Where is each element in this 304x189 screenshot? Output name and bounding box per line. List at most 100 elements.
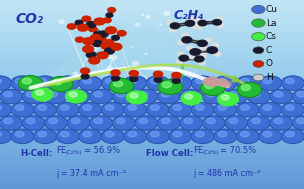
Circle shape [49, 77, 73, 92]
Circle shape [73, 72, 78, 75]
Circle shape [56, 129, 79, 143]
Circle shape [60, 105, 69, 110]
Circle shape [98, 36, 106, 41]
Circle shape [116, 91, 125, 97]
Circle shape [124, 129, 147, 143]
Circle shape [208, 81, 217, 87]
Circle shape [75, 37, 84, 42]
Circle shape [49, 118, 57, 124]
Circle shape [218, 78, 227, 84]
Circle shape [146, 76, 169, 90]
Circle shape [240, 105, 249, 110]
Circle shape [191, 129, 214, 143]
Text: = 56.9%: = 56.9% [84, 146, 120, 155]
Circle shape [79, 22, 81, 23]
Circle shape [107, 56, 112, 58]
Circle shape [78, 103, 102, 117]
Circle shape [236, 129, 259, 143]
Circle shape [202, 89, 225, 104]
Circle shape [92, 47, 98, 50]
Circle shape [128, 78, 137, 84]
Circle shape [197, 25, 202, 29]
Circle shape [263, 78, 272, 84]
Circle shape [75, 20, 83, 25]
Circle shape [218, 24, 224, 28]
Circle shape [97, 52, 108, 59]
Circle shape [101, 52, 106, 56]
Circle shape [191, 76, 214, 90]
Circle shape [195, 78, 204, 84]
Circle shape [66, 90, 86, 103]
Circle shape [0, 78, 2, 84]
Circle shape [173, 131, 182, 137]
Circle shape [195, 131, 204, 137]
Circle shape [158, 79, 182, 94]
Circle shape [274, 118, 283, 124]
Circle shape [38, 131, 47, 137]
Circle shape [154, 71, 163, 77]
Circle shape [105, 78, 114, 84]
Circle shape [83, 78, 92, 84]
Circle shape [112, 76, 119, 81]
Circle shape [207, 47, 217, 53]
Circle shape [146, 16, 150, 18]
Circle shape [180, 116, 203, 130]
Circle shape [205, 83, 214, 89]
Circle shape [169, 76, 192, 90]
Circle shape [0, 89, 22, 104]
Text: FE: FE [56, 146, 66, 155]
Circle shape [195, 24, 197, 25]
Circle shape [236, 103, 259, 117]
Circle shape [44, 89, 67, 104]
Polygon shape [181, 70, 184, 77]
Circle shape [22, 89, 45, 104]
Circle shape [263, 131, 272, 137]
Circle shape [81, 74, 89, 79]
Circle shape [240, 78, 249, 84]
Circle shape [108, 8, 116, 12]
Circle shape [195, 56, 204, 62]
Circle shape [32, 88, 53, 101]
Circle shape [69, 92, 77, 97]
Circle shape [116, 118, 125, 124]
Circle shape [292, 89, 304, 104]
Circle shape [89, 27, 97, 32]
Circle shape [259, 103, 282, 117]
Circle shape [85, 39, 92, 44]
Text: (C₂H₄): (C₂H₄) [202, 150, 219, 155]
Circle shape [184, 118, 193, 124]
Circle shape [53, 79, 62, 85]
Circle shape [285, 105, 294, 110]
Circle shape [132, 61, 139, 65]
Circle shape [197, 40, 207, 46]
Circle shape [106, 13, 113, 17]
Text: H-Cell:: H-Cell: [20, 149, 52, 158]
Circle shape [98, 31, 108, 37]
Circle shape [44, 116, 67, 130]
Circle shape [90, 89, 112, 104]
Circle shape [36, 90, 44, 95]
Circle shape [111, 70, 120, 76]
Circle shape [56, 103, 79, 117]
Circle shape [145, 53, 147, 54]
Circle shape [131, 47, 133, 48]
Circle shape [101, 129, 124, 143]
Circle shape [214, 76, 237, 90]
Text: C₂H₄: C₂H₄ [173, 9, 204, 22]
Circle shape [263, 105, 272, 110]
Circle shape [162, 82, 171, 88]
Circle shape [150, 78, 159, 84]
Circle shape [146, 129, 169, 143]
Circle shape [225, 89, 248, 104]
Circle shape [203, 78, 214, 85]
Circle shape [222, 81, 231, 87]
Circle shape [101, 103, 124, 117]
Circle shape [111, 56, 117, 60]
Circle shape [178, 52, 184, 56]
Circle shape [182, 33, 189, 37]
Circle shape [189, 55, 196, 59]
Circle shape [207, 77, 218, 84]
Circle shape [94, 32, 101, 36]
Circle shape [101, 40, 107, 44]
Circle shape [105, 40, 114, 45]
